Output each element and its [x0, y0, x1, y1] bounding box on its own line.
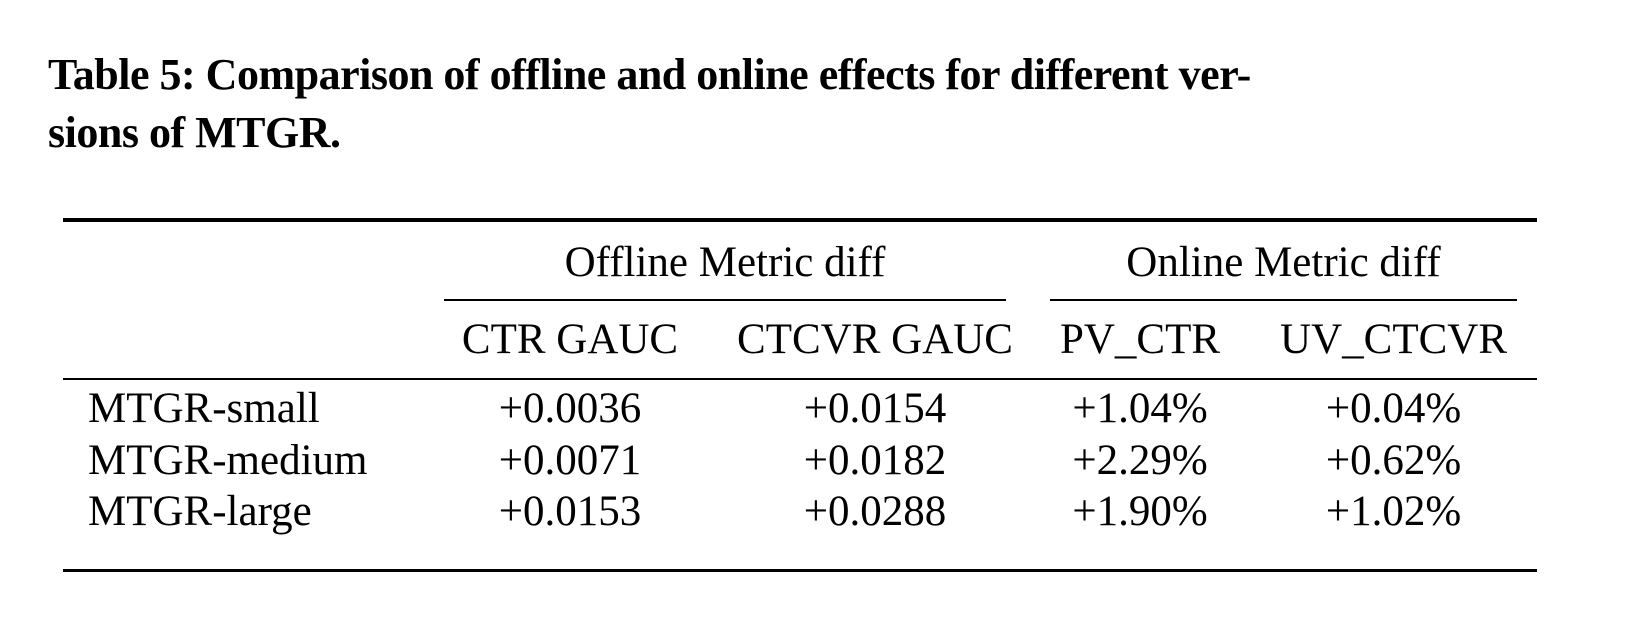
group-header-offline-label: Offline Metric diff	[444, 238, 1007, 301]
column-header-ctr-gauc: CTR GAUC	[420, 301, 720, 380]
group-header-offline: Offline Metric diff	[420, 220, 1030, 301]
table-row: MTGR-medium +0.0071 +0.0182 +2.29% +0.62…	[63, 433, 1537, 487]
cell-value: +0.0071	[498, 436, 642, 484]
table-row: MTGR-small +0.0036 +0.0154 +1.04% +0.04%	[63, 379, 1537, 433]
column-header-ctcvr-gauc: CTCVR GAUC	[720, 301, 1031, 380]
column-header-stub	[63, 301, 420, 380]
table-row: MTGR-large +0.0153 +0.0288 +1.90% +1.02%	[63, 487, 1537, 571]
group-header-row: Offline Metric diff Online Metric diff	[63, 220, 1537, 301]
cell-value: +1.02%	[1325, 488, 1462, 535]
cell-value: +0.0288	[803, 488, 947, 535]
table-caption: Table 5: Comparison of offline and onlin…	[48, 46, 1598, 162]
cell-value: +0.0182	[803, 436, 947, 484]
group-header-online: Online Metric diff	[1030, 220, 1537, 301]
cell-value: +0.0036	[498, 385, 642, 432]
column-header-uv-ctcvr: UV_CTCVR	[1250, 301, 1538, 380]
cell-value: +0.04%	[1325, 385, 1462, 432]
cell-value: +0.0154	[803, 385, 947, 432]
row-label-mtgr-small: MTGR-small	[88, 385, 320, 432]
cell-value: +0.62%	[1325, 436, 1462, 484]
row-label-mtgr-large: MTGR-large	[88, 488, 312, 535]
cell-value: +0.0153	[498, 488, 642, 535]
table-caption-line-2: sions of MTGR.	[48, 108, 341, 157]
paper-page: Table 5: Comparison of offline and onlin…	[0, 46, 1638, 632]
cell-value: +1.90%	[1072, 488, 1208, 535]
table-caption-line-1: Table 5: Comparison of offline and onlin…	[48, 50, 1251, 99]
cell-value: +2.29%	[1072, 436, 1208, 484]
column-header-row: CTR GAUC CTCVR GAUC PV_CTR UV_CTCVR	[63, 301, 1538, 380]
group-header-stub	[63, 220, 420, 301]
results-table: Offline Metric diff Online Metric diff C…	[63, 218, 1538, 572]
row-label-mtgr-medium: MTGR-medium	[88, 436, 368, 484]
cell-value: +1.04%	[1072, 385, 1208, 432]
column-header-pv-ctr: PV_CTR	[1030, 301, 1251, 380]
group-header-online-label: Online Metric diff	[1050, 238, 1518, 301]
